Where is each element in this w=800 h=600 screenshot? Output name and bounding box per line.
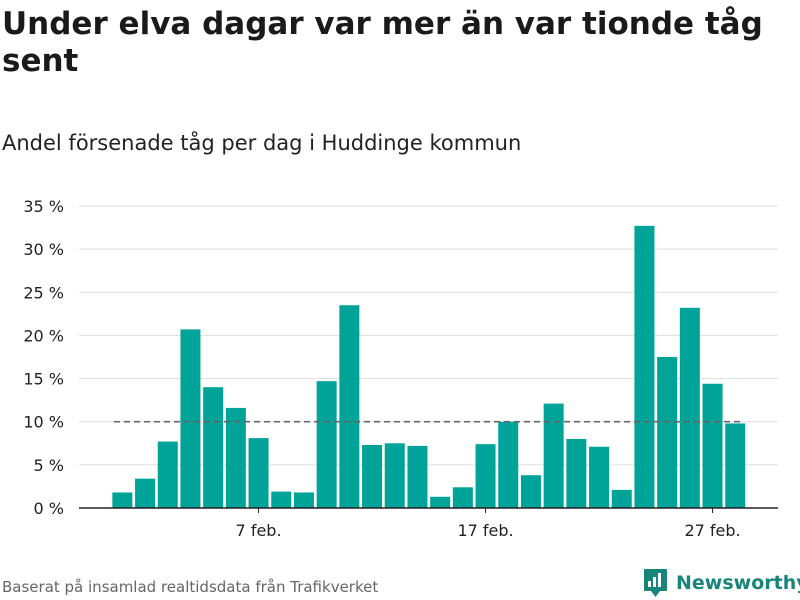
bar: [135, 478, 156, 508]
chart-subtitle: Andel försenade tåg per dag i Huddinge k…: [2, 131, 522, 155]
bar: [339, 305, 360, 508]
bar: [520, 475, 541, 508]
y-tick-label: 20 %: [23, 326, 64, 345]
bar: [679, 307, 700, 508]
bar: [430, 496, 451, 508]
bar: [271, 491, 292, 508]
x-tick-label: 27 feb.: [684, 521, 740, 540]
bar: [566, 438, 587, 508]
bar: [203, 387, 224, 508]
bar: [407, 445, 428, 508]
bar: [384, 443, 405, 508]
y-tick-label: 35 %: [23, 197, 64, 216]
y-tick-label: 15 %: [23, 370, 64, 389]
bar: [112, 492, 133, 508]
y-tick-label: 30 %: [23, 240, 64, 259]
bar: [452, 487, 473, 508]
bar: [498, 421, 519, 508]
bar: [702, 383, 723, 508]
bar: [634, 225, 655, 509]
bar: [589, 446, 610, 508]
y-tick-label: 0 %: [34, 499, 64, 518]
chart-title: Under elva dagar var mer än var tionde t…: [2, 6, 763, 79]
bar-chart-logo-icon: [644, 569, 667, 597]
bar: [362, 445, 383, 508]
bar: [725, 423, 746, 508]
bar: [225, 407, 246, 508]
bar: [293, 492, 314, 508]
x-tick-label: 17 feb.: [457, 521, 513, 540]
brand-name: Newsworthy: [676, 572, 800, 594]
brand-logo[interactable]: Newsworthy: [643, 568, 800, 598]
bar: [248, 438, 269, 508]
bar: [475, 444, 496, 508]
x-tick-label: 7 feb.: [236, 521, 282, 540]
y-tick-label: 5 %: [34, 456, 64, 475]
bar: [180, 329, 201, 508]
bar: [611, 489, 632, 508]
bar: [316, 381, 337, 508]
y-tick-label: 25 %: [23, 283, 64, 302]
bar: [543, 403, 564, 508]
bar: [657, 357, 678, 508]
bar: [157, 441, 178, 508]
y-tick-label: 10 %: [23, 413, 64, 432]
source-note: Baserat på insamlad realtidsdata från Tr…: [2, 578, 379, 596]
